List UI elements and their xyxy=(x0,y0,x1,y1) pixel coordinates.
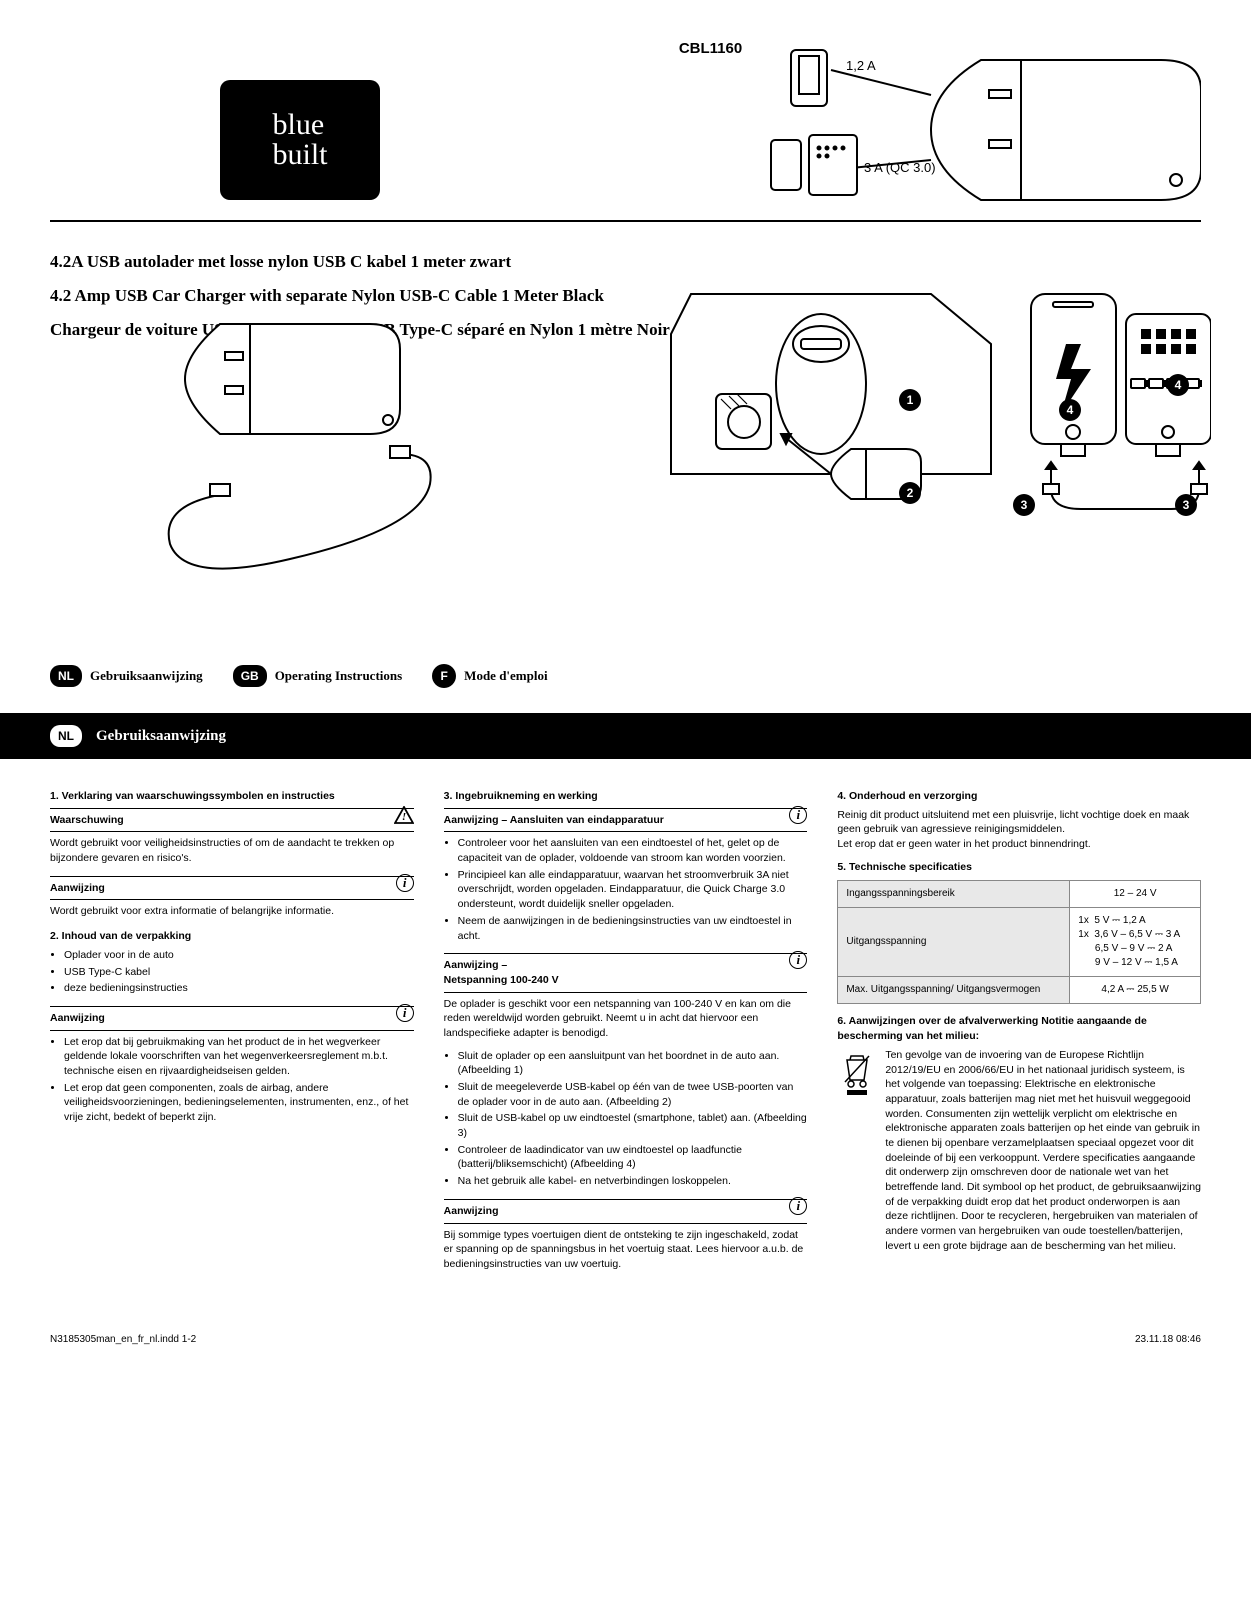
info-icon: i xyxy=(789,806,807,824)
step-num-3a: 3 xyxy=(1013,494,1035,516)
c2-steps: Sluit de oplader op een aansluitpunt van… xyxy=(444,1049,808,1189)
badge-nl: NL Gebruiksaanwijzing xyxy=(50,665,203,687)
svg-text:!: ! xyxy=(402,811,406,823)
content-columns: 1. Verklaring van waarschuwingssymbolen … xyxy=(50,789,1201,1276)
section-header-bar: NL Gebruiksaanwijzing xyxy=(0,713,1251,759)
c2-step-1: Sluit de meegeleverde USB-kabel op één v… xyxy=(458,1080,808,1109)
step-num-4b: 4 xyxy=(1167,374,1189,396)
cable-illustration xyxy=(90,294,490,574)
mid-illustrations: 1 2 3 3 4 4 xyxy=(50,354,1201,634)
c2-sub1: i Aanwijzing – Aansluiten van eindappara… xyxy=(444,808,808,944)
amp-label-1: 1,2 A xyxy=(846,58,876,73)
spec-row-2: Max. Uitgangsspanning/ Uitgangsvermogen … xyxy=(838,977,1201,1004)
c1-h1: 1. Verklaring van waarschuwingssymbolen … xyxy=(50,789,414,804)
info-icon: i xyxy=(396,1004,414,1022)
logo: blue built xyxy=(220,80,380,200)
c1-info2-0: Let erop dat bij gebruikmaking van het p… xyxy=(64,1035,414,1079)
c1-pack-0: Oplader voor in de auto xyxy=(64,948,414,963)
spec-0-1: 12 – 24 V xyxy=(1070,881,1201,908)
c1-info2-1: Let erop dat geen componenten, zoals de … xyxy=(64,1081,414,1125)
weee-icon xyxy=(837,1048,877,1096)
c3-p6: Ten gevolge van de invoering van de Euro… xyxy=(885,1048,1201,1254)
section-lang-code: NL xyxy=(50,725,82,747)
c3-h5: 5. Technische specificaties xyxy=(837,860,1201,875)
spec-2-1: 4,2 A ⎓ 25,5 W xyxy=(1070,977,1201,1004)
c1-info2-box: i Aanwijzing Let erop dat bij gebruikmak… xyxy=(50,1006,414,1125)
spec-2-0: Max. Uitgangsspanning/ Uitgangsvermogen xyxy=(838,977,1070,1004)
c3-p4: Reinig dit product uitsluitend met een p… xyxy=(837,808,1201,852)
c2-step-2: Sluit de USB-kabel op uw eindtoestel (sm… xyxy=(458,1111,808,1140)
column-1: 1. Verklaring van waarschuwingssymbolen … xyxy=(50,789,414,1276)
c2-sub1-h: Aanwijzing – Aansluiten van eindapparatu… xyxy=(444,813,808,828)
column-2: 3. Ingebruikneming en werking i Aanwijzi… xyxy=(444,789,808,1276)
badge-f-label: Mode d'emploi xyxy=(464,668,547,684)
c1-info2-list: Let erop dat bij gebruikmaking van het p… xyxy=(50,1035,414,1125)
c2-step-4: Na het gebruik alle kabel- en netverbind… xyxy=(458,1174,808,1189)
logo-line1: blue xyxy=(272,110,327,140)
c1-info-p: Wordt gebruikt voor extra informatie of … xyxy=(50,904,414,919)
c1-pack-2: deze bedieningsinstructies xyxy=(64,981,414,996)
c1-h2: 2. Inhoud van de verpakking xyxy=(50,929,414,944)
c2-sub3-h: Aanwijzing xyxy=(444,1204,808,1219)
info-icon: i xyxy=(396,874,414,892)
c2-sub1-1: Principieel kan alle eindapparatuur, waa… xyxy=(458,868,808,912)
header: CBL1160 blue built xyxy=(50,40,1201,210)
c1-info-h: Aanwijzing xyxy=(50,881,414,896)
c2-sub2-h: Aanwijzing – Netspanning 100-240 V xyxy=(444,958,808,987)
footer-left: N3185305man_en_fr_nl.indd 1-2 xyxy=(50,1334,196,1345)
header-illustration: 1,2 A 3 A (QC 3.0) xyxy=(681,40,1201,210)
c2-sub1-0: Controleer voor het aansluiten van een e… xyxy=(458,836,808,865)
step-num-3b: 3 xyxy=(1175,494,1197,516)
c1-info2-h: Aanwijzing xyxy=(50,1011,414,1026)
c2-sub1-list: Controleer voor het aansluiten van een e… xyxy=(444,836,808,943)
c1-warn-box: ! Waarschuwing Wordt gebruikt voor veili… xyxy=(50,808,414,866)
c2-sub1-2: Neem de aanwijzingen in de bedieningsins… xyxy=(458,914,808,943)
badge-nl-label: Gebruiksaanwijzing xyxy=(90,668,203,684)
badge-nl-code: NL xyxy=(50,665,82,687)
spec-table: Ingangsspanningsbereik 12 – 24 V Uitgang… xyxy=(837,880,1201,1004)
section-title: Gebruiksaanwijzing xyxy=(96,728,226,745)
spec-row-1: Uitgangsspanning 1x 5 V ⎓ 1,2 A 1x 3,6 V… xyxy=(838,908,1201,977)
step-num-2: 2 xyxy=(899,482,921,504)
badge-gb-label: Operating Instructions xyxy=(275,668,402,684)
spec-row-0: Ingangsspanningsbereik 12 – 24 V xyxy=(838,881,1201,908)
c1-warn-p: Wordt gebruikt voor veiligheidsinstructi… xyxy=(50,836,414,865)
c3-h4: 4. Onderhoud en verzorging xyxy=(837,789,1201,804)
spec-1-0: Uitgangsspanning xyxy=(838,908,1070,977)
c2-sub3-p: Bij sommige types voertuigen dient de on… xyxy=(444,1228,808,1272)
column-3: 4. Onderhoud en verzorging Reinig dit pr… xyxy=(837,789,1201,1276)
warning-icon: ! xyxy=(394,806,414,824)
badge-f-code: F xyxy=(432,664,456,688)
spec-0-0: Ingangsspanningsbereik xyxy=(838,881,1070,908)
c2-step-3: Controleer de laadindicator van uw eindt… xyxy=(458,1143,808,1172)
c2-h3: 3. Ingebruikneming en werking xyxy=(444,789,808,804)
c2-sub2: i Aanwijzing – Netspanning 100-240 V De … xyxy=(444,953,808,1040)
logo-line2: built xyxy=(272,140,327,170)
step-num-1: 1 xyxy=(899,389,921,411)
divider xyxy=(50,220,1201,222)
c2-sub3: i Aanwijzing Bij sommige types voertuige… xyxy=(444,1199,808,1272)
c1-info-box: i Aanwijzing Wordt gebruikt voor extra i… xyxy=(50,876,414,919)
title-nl: 4.2A USB autolader met losse nylon USB C… xyxy=(50,252,1201,272)
footer-right: 23.11.18 08:46 xyxy=(1135,1334,1201,1345)
amp-label-2: 3 A (QC 3.0) xyxy=(864,160,936,175)
page-footer: N3185305man_en_fr_nl.indd 1-2 23.11.18 0… xyxy=(50,1326,1201,1345)
badge-gb: GB Operating Instructions xyxy=(233,665,402,687)
c2-step-0: Sluit de oplader op een aansluitpunt van… xyxy=(458,1049,808,1078)
c1-warn-h: Waarschuwing xyxy=(50,813,414,828)
c2-sub2-p: De oplader is geschikt voor een netspann… xyxy=(444,997,808,1041)
spec-1-1: 1x 5 V ⎓ 1,2 A 1x 3,6 V – 6,5 V ⎓ 3 A 6,… xyxy=(1070,908,1201,977)
language-badges: NL Gebruiksaanwijzing GB Operating Instr… xyxy=(50,664,1201,688)
c1-pack-1: USB Type-C kabel xyxy=(64,965,414,980)
c3-h6: 6. Aanwijzingen over de afvalverwerking … xyxy=(837,1014,1201,1043)
badge-gb-code: GB xyxy=(233,665,267,687)
badge-f: F Mode d'emploi xyxy=(432,664,547,688)
c1-pack-list: Oplader voor in de auto USB Type-C kabel… xyxy=(50,948,414,996)
steps-illustration xyxy=(651,284,1211,564)
step-num-4a: 4 xyxy=(1059,399,1081,421)
